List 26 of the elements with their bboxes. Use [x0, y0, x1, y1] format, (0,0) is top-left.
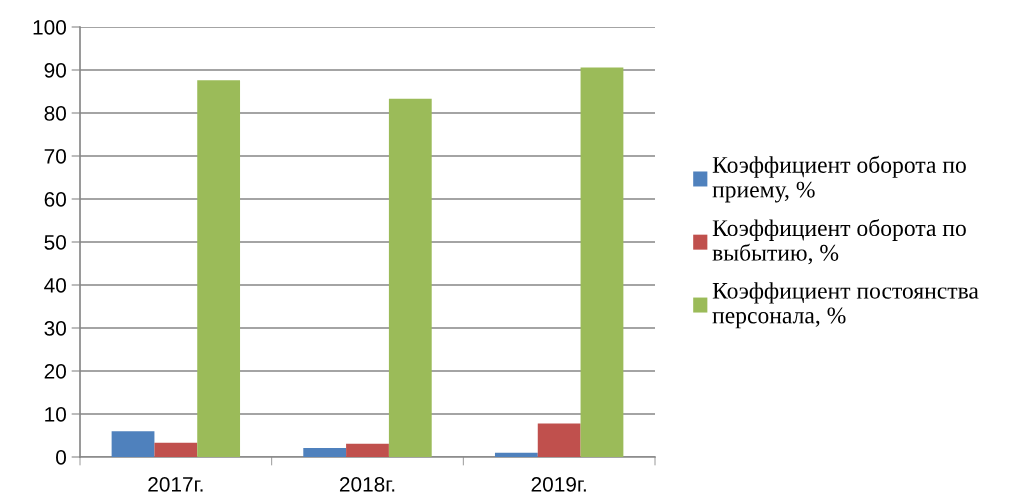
bar: [580, 67, 624, 457]
y-tick-label: 40: [44, 278, 66, 293]
y-tick-label: 90: [44, 63, 66, 78]
y-tick-label: 10: [45, 407, 66, 422]
y-tick-label: 20: [44, 364, 66, 379]
bar: [154, 442, 198, 457]
x-tick-label: 2017г.: [148, 476, 203, 492]
legend-label: Коэффициент постоянства персонала, %: [712, 282, 979, 329]
bar: [111, 431, 155, 457]
bar: [537, 423, 581, 457]
x-tick-label: 2018г.: [339, 476, 395, 492]
y-tick-label: 30: [44, 321, 66, 336]
bar: [388, 98, 432, 457]
y-tick-label: 60: [44, 192, 66, 207]
y-tick-label: 80: [44, 106, 66, 121]
bar: [303, 447, 347, 457]
y-tick-label: 0: [56, 450, 66, 465]
x-tick-label: 2019г.: [531, 476, 586, 492]
bar: [197, 80, 241, 457]
bar: [346, 443, 389, 457]
legend-label: Коэффициент оборота по приему, %: [712, 155, 966, 203]
y-tick-label: 50: [44, 235, 66, 250]
y-tick-label: 100: [33, 20, 66, 35]
legend-label: Коэффициент оборота по выбытию, %: [712, 218, 966, 265]
bar: [494, 452, 538, 457]
y-tick-label: 70: [44, 149, 66, 164]
